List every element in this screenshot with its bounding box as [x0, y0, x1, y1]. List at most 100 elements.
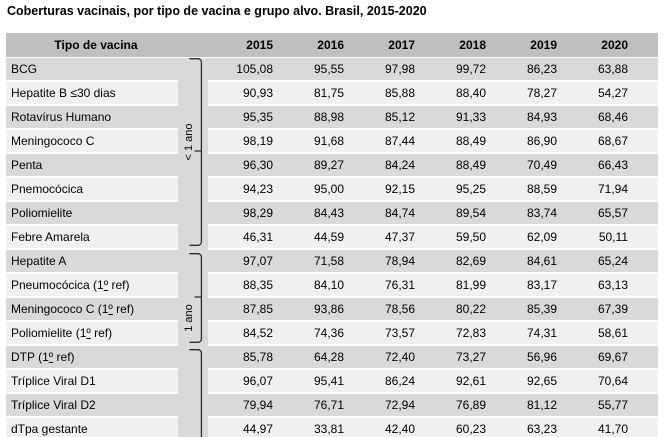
column-header-year-2015: 2015	[246, 38, 273, 52]
coverage-value: 68,46	[563, 106, 634, 128]
table-row: Tríplice Viral D2 79,94 76,71 72,94 76,89 81,…	[6, 394, 658, 416]
row-filler	[634, 418, 658, 437]
table-header-row: Tipo de vacina 2015 2016 2017 2018 2019 …	[6, 33, 658, 57]
coverage-value: 44,97	[208, 418, 279, 437]
vaccine-name: Hepatite A	[6, 250, 178, 272]
coverage-value: 63,23	[492, 418, 563, 437]
coverage-value: 71,94	[563, 178, 634, 200]
coverage-value: 95,00	[279, 178, 350, 200]
coverage-value: 98,19	[208, 130, 279, 152]
group-label-under-1-year: < 1 ano	[183, 123, 195, 161]
coverage-value: 78,94	[350, 250, 421, 272]
coverage-value: 64,28	[279, 346, 350, 368]
vaccine-name: Poliomielite (1º ref)	[6, 322, 178, 344]
coverage-value: 86,90	[492, 130, 563, 152]
table-row: Meningococo C (1º ref) 87,85 93,86 78,56 80,…	[6, 298, 658, 320]
vaccine-name: Pneumocócica (1º ref)	[6, 274, 178, 296]
coverage-value: 99,72	[421, 58, 492, 80]
coverage-value: 41,70	[563, 418, 634, 437]
table-row: Penta 96,30 89,27 84,24 88,49 70,49 66,43	[6, 154, 658, 176]
coverage-value: 91,68	[279, 130, 350, 152]
coverage-value: 105,08	[208, 58, 279, 80]
coverage-value: 74,31	[492, 322, 563, 344]
coverage-value: 46,31	[208, 226, 279, 248]
coverage-value: 88,49	[421, 154, 492, 176]
coverage-value: 98,29	[208, 202, 279, 224]
coverage-value: 95,55	[279, 58, 350, 80]
coverage-value: 87,85	[208, 298, 279, 320]
coverage-value: 81,12	[492, 394, 563, 416]
row-filler	[634, 322, 658, 344]
coverage-value: 95,41	[279, 370, 350, 392]
table-body: BCG 105,08 95,55 97,98 99,72 86,23 63,88 Hepati…	[6, 58, 658, 437]
coverage-value: 65,57	[563, 202, 634, 224]
coverage-value: 56,96	[492, 346, 563, 368]
coverage-value: 79,94	[208, 394, 279, 416]
table-row: Poliomielite 98,29 84,43 84,74 89,54 83,74 65,…	[6, 202, 658, 224]
group-bracket-strip	[178, 58, 208, 437]
coverage-value: 86,23	[492, 58, 563, 80]
coverage-value: 76,31	[350, 274, 421, 296]
coverage-value: 96,07	[208, 370, 279, 392]
vaccine-name: BCG	[6, 58, 178, 80]
column-header-year-2020: 2020	[601, 38, 628, 52]
column-header-year-2018: 2018	[459, 38, 486, 52]
coverage-value: 84,61	[492, 250, 563, 272]
coverage-value: 84,93	[492, 106, 563, 128]
page-title: Coberturas vacinais, por tipo de vacina …	[7, 4, 427, 18]
row-filler	[634, 226, 658, 248]
row-filler	[634, 346, 658, 368]
coverage-value: 73,27	[421, 346, 492, 368]
coverage-value: 92,61	[421, 370, 492, 392]
row-filler	[634, 58, 658, 80]
coverage-value: 85,88	[350, 82, 421, 104]
vaccine-name: Poliomielite	[6, 202, 178, 224]
row-filler	[634, 394, 658, 416]
row-filler	[634, 298, 658, 320]
coverage-value: 84,52	[208, 322, 279, 344]
table-row: Febre Amarela 46,31 44,59 47,37 59,50 62,09 50…	[6, 226, 658, 248]
coverage-value: 60,23	[421, 418, 492, 437]
coverage-value: 72,83	[421, 322, 492, 344]
vaccine-name: Tríplice Viral D1	[6, 370, 178, 392]
table-row: Hepatite A 97,07 71,58 78,94 82,69 84,61 65,24	[6, 250, 658, 272]
coverage-value: 82,69	[421, 250, 492, 272]
vaccine-name: Meningococo C (1º ref)	[6, 298, 178, 320]
coverage-value: 85,12	[350, 106, 421, 128]
table-row: Rotavírus Humano 95,35 88,98 85,12 91,33 84,9…	[6, 106, 658, 128]
coverage-value: 70,49	[492, 154, 563, 176]
table-row: dTpa gestante 44,97 33,81 42,40 60,23 63,23 41…	[6, 418, 658, 437]
coverage-value: 83,74	[492, 202, 563, 224]
row-filler	[634, 130, 658, 152]
coverage-value: 50,11	[563, 226, 634, 248]
coverage-value: 81,75	[279, 82, 350, 104]
coverage-value: 83,17	[492, 274, 563, 296]
vaccine-name: Hepatite B ≤30 dias	[6, 82, 178, 104]
coverage-value: 63,13	[563, 274, 634, 296]
coverage-value: 84,10	[279, 274, 350, 296]
coverage-value: 84,24	[350, 154, 421, 176]
coverage-value: 54,27	[563, 82, 634, 104]
coverage-value: 95,25	[421, 178, 492, 200]
table-row: Hepatite B ≤30 dias 90,93 81,75 85,88 88,40 7…	[6, 82, 658, 104]
coverage-value: 80,22	[421, 298, 492, 320]
coverage-value: 66,43	[563, 154, 634, 176]
vaccine-name: Pnemocócica	[6, 178, 178, 200]
coverage-value: 85,78	[208, 346, 279, 368]
column-header-year-2019: 2019	[530, 38, 557, 52]
coverage-value: 87,44	[350, 130, 421, 152]
coverage-value: 84,74	[350, 202, 421, 224]
row-filler	[634, 154, 658, 176]
row-filler	[634, 106, 658, 128]
table-row: Pneumocócica (1º ref) 88,35 84,10 76,31 81,9…	[6, 274, 658, 296]
coverage-value: 88,40	[421, 82, 492, 104]
vaccine-name: dTpa gestante	[6, 418, 178, 437]
group-label-1-year: 1 ano	[183, 304, 195, 332]
row-filler	[634, 250, 658, 272]
coverage-value: 63,88	[563, 58, 634, 80]
coverage-value: 55,77	[563, 394, 634, 416]
vaccine-name: Penta	[6, 154, 178, 176]
coverage-value: 76,89	[421, 394, 492, 416]
coverage-value: 93,86	[279, 298, 350, 320]
